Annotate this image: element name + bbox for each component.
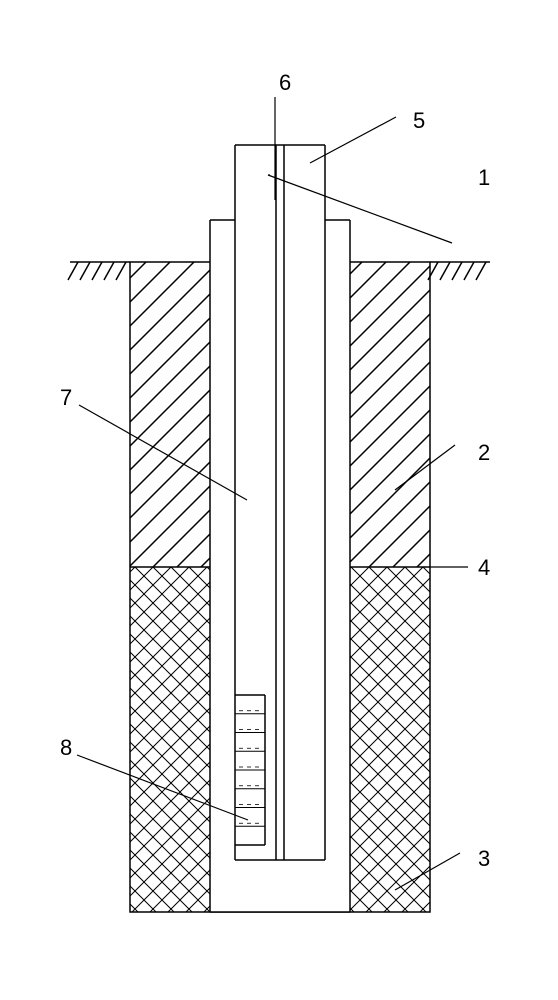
label-6: 6 (279, 70, 291, 95)
label-5: 5 (413, 108, 425, 133)
label-3: 3 (478, 846, 490, 871)
label-7: 7 (60, 385, 72, 410)
label-2: 2 (478, 440, 490, 465)
label-8: 8 (60, 735, 72, 760)
label-1: 1 (478, 165, 490, 190)
label-4: 4 (478, 555, 490, 580)
